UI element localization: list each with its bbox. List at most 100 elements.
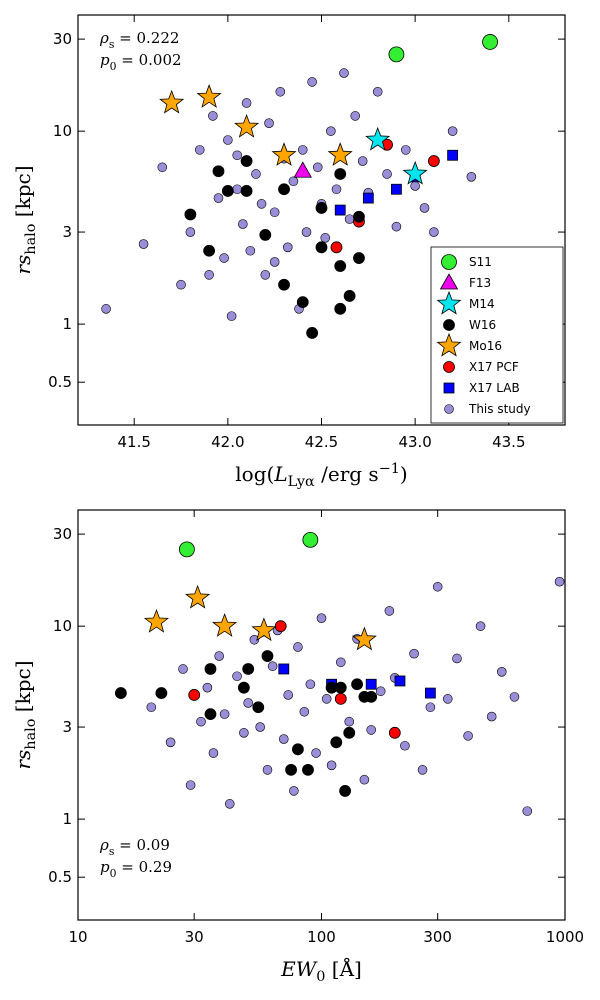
circle-marker bbox=[208, 748, 219, 758]
circle-marker bbox=[335, 657, 346, 668]
star-marker bbox=[196, 84, 222, 108]
circle-marker bbox=[260, 270, 271, 280]
star-marker bbox=[436, 290, 462, 315]
circle-marker bbox=[165, 737, 176, 748]
circle-marker bbox=[252, 701, 265, 714]
circle-marker bbox=[101, 304, 111, 314]
circle-marker bbox=[269, 207, 280, 218]
square-marker bbox=[394, 675, 406, 687]
circle-marker bbox=[232, 184, 243, 195]
star-marker bbox=[185, 584, 211, 609]
circle-marker bbox=[306, 327, 319, 339]
y-tick-label: 0.5 bbox=[48, 868, 72, 886]
circle-marker bbox=[264, 118, 274, 128]
circle-marker bbox=[213, 193, 224, 203]
circle-marker bbox=[245, 245, 256, 256]
x-tick-label: 300 bbox=[423, 928, 452, 946]
circle-marker bbox=[400, 145, 411, 155]
circle-marker bbox=[282, 242, 293, 253]
circle-marker bbox=[366, 725, 377, 735]
circle-marker bbox=[343, 290, 356, 302]
circle-marker bbox=[442, 694, 453, 704]
circle-marker bbox=[194, 145, 205, 155]
plot-frame bbox=[77, 509, 566, 921]
circle-marker bbox=[267, 661, 278, 672]
y-tick-label: 3 bbox=[62, 223, 72, 241]
circle-marker bbox=[417, 765, 428, 775]
circle-marker bbox=[202, 682, 213, 693]
triangle-marker bbox=[293, 161, 312, 178]
circle-marker bbox=[334, 168, 347, 180]
triangle-marker bbox=[439, 273, 459, 290]
circle-marker bbox=[311, 748, 321, 758]
circle-marker bbox=[204, 663, 217, 675]
circle-marker bbox=[482, 34, 498, 50]
y-tick-label: 10 bbox=[53, 617, 72, 635]
circle-marker bbox=[302, 763, 314, 776]
circle-marker bbox=[178, 541, 195, 558]
circle-marker bbox=[391, 221, 402, 232]
circle-marker bbox=[339, 68, 349, 78]
annotation-part: = 0.09 bbox=[114, 836, 170, 854]
circle-marker bbox=[350, 111, 361, 121]
star-marker bbox=[436, 332, 462, 357]
circle-marker bbox=[232, 671, 242, 682]
circle-marker bbox=[214, 651, 224, 661]
plot-frame bbox=[77, 14, 566, 426]
square-marker bbox=[362, 192, 374, 204]
y-axis-label-part: halo bbox=[23, 719, 39, 750]
circle-marker bbox=[275, 86, 286, 97]
legend-label: X17 LAB bbox=[469, 381, 520, 395]
square-marker bbox=[365, 678, 377, 690]
circle-marker bbox=[388, 726, 401, 739]
circle-marker bbox=[138, 239, 149, 249]
x-axis-label-part: Lyα bbox=[288, 474, 315, 490]
star-marker bbox=[143, 608, 169, 633]
legend-label: F13 bbox=[469, 276, 491, 290]
square-marker bbox=[447, 149, 459, 161]
circle-marker bbox=[296, 296, 309, 309]
circle-marker bbox=[297, 145, 308, 155]
circle-marker bbox=[278, 183, 290, 196]
y-tick-label: 1 bbox=[62, 810, 72, 828]
y-axis-label-part: [kpc] bbox=[11, 660, 35, 718]
circle-marker bbox=[204, 708, 217, 721]
circle-marker bbox=[463, 731, 473, 741]
circle-marker bbox=[240, 155, 253, 167]
circle-marker bbox=[509, 692, 520, 702]
circle-marker bbox=[444, 404, 454, 414]
circle-marker bbox=[330, 736, 343, 749]
circle-marker bbox=[375, 686, 386, 697]
y-axis-label: rshalo [kpc] bbox=[11, 660, 39, 769]
y-axis-label-part: rs bbox=[11, 255, 35, 275]
annotation-part: = 0.29 bbox=[116, 858, 172, 876]
x-tick-label: 42.0 bbox=[211, 433, 244, 451]
star-marker bbox=[159, 89, 185, 114]
x-tick-label: 42.5 bbox=[305, 433, 338, 451]
circle-marker bbox=[301, 227, 312, 237]
circle-marker bbox=[237, 681, 250, 694]
circle-marker bbox=[302, 531, 319, 548]
circle-marker bbox=[334, 692, 347, 705]
circle-marker bbox=[305, 679, 316, 690]
circle-marker bbox=[219, 709, 230, 719]
y-axis-label-part: rs bbox=[11, 750, 35, 770]
circle-marker bbox=[312, 162, 323, 173]
x-tick-label: 1000 bbox=[546, 928, 584, 946]
circle-marker bbox=[178, 664, 188, 674]
circle-marker bbox=[289, 786, 299, 796]
circle-marker bbox=[554, 576, 565, 587]
y-tick-label: 10 bbox=[53, 122, 72, 140]
circle-marker bbox=[226, 311, 237, 321]
legend-box bbox=[430, 246, 564, 424]
circle-marker bbox=[351, 678, 363, 691]
circle-marker bbox=[292, 743, 304, 756]
circle-marker bbox=[316, 613, 327, 623]
y-axis-label-part: [kpc] bbox=[11, 165, 35, 223]
circle-marker bbox=[372, 86, 383, 97]
circle-marker bbox=[382, 169, 392, 179]
circle-marker bbox=[466, 172, 477, 182]
x-axis-label-part: log( bbox=[235, 462, 274, 486]
x-tick-label: 100 bbox=[307, 928, 336, 946]
